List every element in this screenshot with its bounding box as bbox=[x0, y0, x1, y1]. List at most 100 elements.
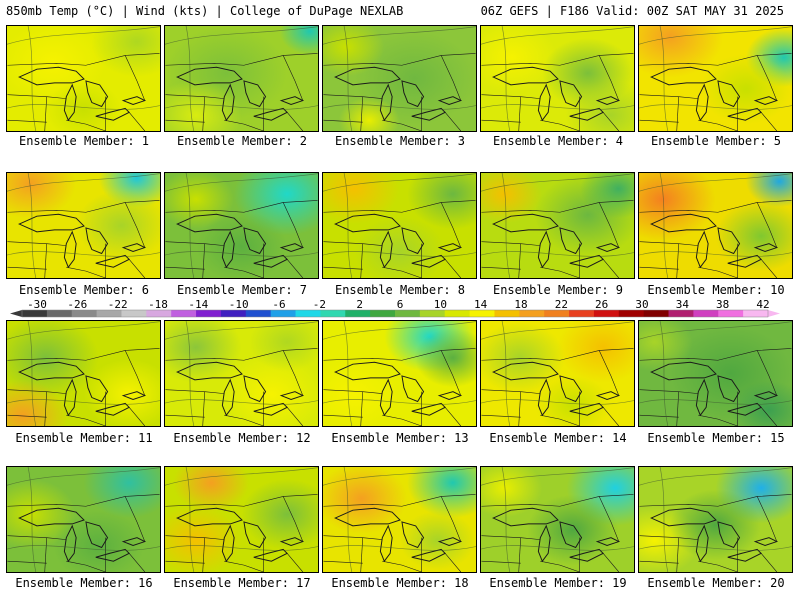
colorbar-segment bbox=[320, 310, 346, 317]
ensemble-member-map bbox=[322, 466, 477, 573]
temperature-field bbox=[249, 321, 318, 372]
colorbar-tick-label: -22 bbox=[107, 298, 128, 311]
border-line bbox=[444, 259, 462, 278]
ensemble-member-label: Ensemble Member: 20 bbox=[647, 576, 785, 590]
border-line bbox=[598, 202, 620, 248]
colorbar-segment bbox=[494, 310, 520, 317]
lake-outline bbox=[437, 391, 463, 401]
ensemble-member-map bbox=[480, 466, 635, 573]
border-line bbox=[165, 348, 318, 361]
border-line bbox=[286, 553, 304, 572]
border-line bbox=[698, 266, 738, 278]
border-line bbox=[224, 414, 264, 426]
border-line bbox=[323, 494, 476, 507]
border-line bbox=[481, 560, 521, 564]
contour-line bbox=[323, 173, 476, 192]
ensemble-member-map bbox=[322, 320, 477, 427]
ensemble-member-map bbox=[322, 25, 477, 132]
lake-outline bbox=[334, 361, 401, 381]
lake-outline bbox=[401, 227, 425, 255]
contour-line bbox=[501, 321, 511, 426]
border-line bbox=[756, 202, 778, 248]
border-line bbox=[440, 350, 462, 396]
lake-outline bbox=[379, 524, 393, 563]
ensemble-member-label: Ensemble Member: 19 bbox=[489, 576, 627, 590]
colorbar-tick-label: -30 bbox=[27, 298, 47, 311]
temperature-field bbox=[565, 79, 634, 131]
border-line bbox=[602, 112, 620, 131]
contour-line bbox=[165, 26, 318, 45]
lake-outline bbox=[401, 80, 425, 108]
border-line bbox=[360, 537, 363, 572]
ensemble-member-label: Ensemble Member: 15 bbox=[647, 431, 785, 445]
border-line bbox=[676, 391, 679, 426]
border-line bbox=[202, 537, 205, 572]
lake-outline bbox=[253, 107, 288, 121]
border-line bbox=[540, 414, 580, 426]
border-line bbox=[676, 243, 679, 278]
colorbar-tick-label: 10 bbox=[433, 298, 447, 311]
lake-outline bbox=[221, 230, 235, 269]
border-line bbox=[760, 112, 778, 131]
temperature-field bbox=[165, 79, 242, 131]
border-line bbox=[444, 112, 462, 131]
temperature-field bbox=[414, 328, 476, 388]
ensemble-member-map bbox=[480, 25, 635, 132]
colorbar-high-arrow bbox=[768, 310, 780, 317]
temperature-field bbox=[323, 467, 408, 534]
border-line bbox=[602, 407, 620, 426]
colorbar-segment bbox=[643, 310, 670, 317]
colorbar-tick-label: -2 bbox=[312, 298, 326, 311]
lake-outline bbox=[334, 213, 401, 233]
temperature-field bbox=[7, 173, 76, 219]
colorbar-segment bbox=[519, 310, 545, 317]
temperature-field bbox=[45, 80, 122, 131]
lake-outline bbox=[727, 254, 762, 268]
border-line bbox=[128, 112, 146, 131]
ensemble-member-map bbox=[322, 172, 477, 279]
border-line bbox=[639, 94, 699, 99]
contour-line bbox=[7, 173, 160, 192]
colorbar-segment bbox=[370, 310, 396, 317]
contour-line bbox=[659, 321, 669, 426]
contour-line bbox=[165, 321, 318, 340]
border-line bbox=[382, 414, 422, 426]
lake-outline bbox=[727, 402, 762, 416]
border-line bbox=[165, 414, 205, 418]
colorbar-tick-label: 22 bbox=[554, 298, 568, 311]
ensemble-member-label: Ensemble Member: 11 bbox=[15, 431, 153, 445]
border-line bbox=[481, 53, 634, 66]
contour-line bbox=[7, 467, 160, 486]
border-line bbox=[282, 55, 304, 101]
ensemble-member-map bbox=[6, 466, 161, 573]
lake-outline bbox=[63, 378, 77, 417]
border-line bbox=[360, 96, 363, 131]
map-title: 850mb Temp (°C) | Wind (kts) | College o… bbox=[6, 4, 404, 18]
border-line bbox=[128, 259, 146, 278]
border-line bbox=[481, 119, 521, 123]
border-line bbox=[639, 241, 699, 246]
temperature-field bbox=[407, 173, 476, 230]
contour-line bbox=[165, 173, 318, 192]
lake-outline bbox=[85, 375, 109, 403]
contour-line bbox=[501, 26, 511, 131]
contour-line bbox=[639, 399, 792, 405]
lake-outline bbox=[727, 107, 762, 121]
temperature-field bbox=[481, 467, 543, 518]
border-line bbox=[202, 96, 205, 131]
colorbar-tick-label: -10 bbox=[228, 298, 249, 311]
colorbar-segment bbox=[444, 310, 471, 317]
lake-outline bbox=[279, 96, 305, 106]
ensemble-member-label: Ensemble Member: 13 bbox=[331, 431, 469, 445]
ensemble-member-map bbox=[164, 25, 319, 132]
ensemble-member-map bbox=[164, 172, 319, 279]
border-line bbox=[66, 414, 106, 426]
lake-outline bbox=[334, 507, 401, 527]
colorbar-segment bbox=[96, 310, 122, 317]
border-line bbox=[165, 494, 318, 507]
contour-line bbox=[27, 321, 37, 426]
ensemble-member-map bbox=[6, 172, 161, 279]
contour-line bbox=[639, 467, 792, 486]
lake-outline bbox=[63, 230, 77, 269]
colorbar-tick-label: -6 bbox=[272, 298, 286, 311]
